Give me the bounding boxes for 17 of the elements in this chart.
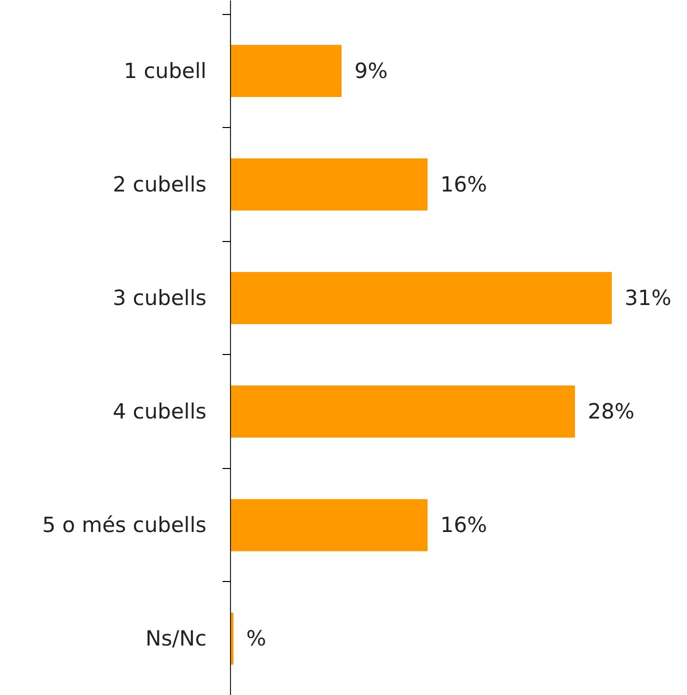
data-label: 31% xyxy=(624,286,672,310)
data-label: 16% xyxy=(440,513,488,538)
bar xyxy=(230,44,342,97)
data-label: 9% xyxy=(354,58,388,83)
bar xyxy=(230,499,428,552)
y-tick-label: 2 cubells xyxy=(112,172,207,196)
y-tick-label: 3 cubells xyxy=(112,286,207,310)
bar xyxy=(230,386,575,438)
y-tick-label: Ns/Nc xyxy=(146,626,207,651)
y-tick-label: 1 cubell xyxy=(124,58,206,83)
data-label: % xyxy=(246,626,266,651)
y-tick-label: 5 o més cubells xyxy=(42,513,207,538)
data-label: 16% xyxy=(440,172,488,196)
bar xyxy=(230,158,428,211)
bar xyxy=(230,272,612,324)
data-label: 28% xyxy=(588,400,634,424)
y-tick-label: 4 cubells xyxy=(112,400,207,424)
